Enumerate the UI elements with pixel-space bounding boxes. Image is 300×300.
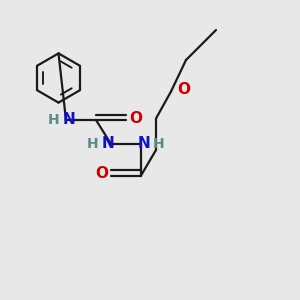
Text: O: O	[95, 167, 109, 182]
Text: H: H	[48, 113, 60, 127]
Text: N: N	[102, 136, 114, 152]
Text: O: O	[129, 111, 142, 126]
Text: N: N	[63, 112, 75, 128]
Text: H: H	[87, 137, 99, 151]
Text: N: N	[138, 136, 150, 152]
Text: O: O	[177, 82, 190, 98]
Text: H: H	[153, 137, 165, 151]
